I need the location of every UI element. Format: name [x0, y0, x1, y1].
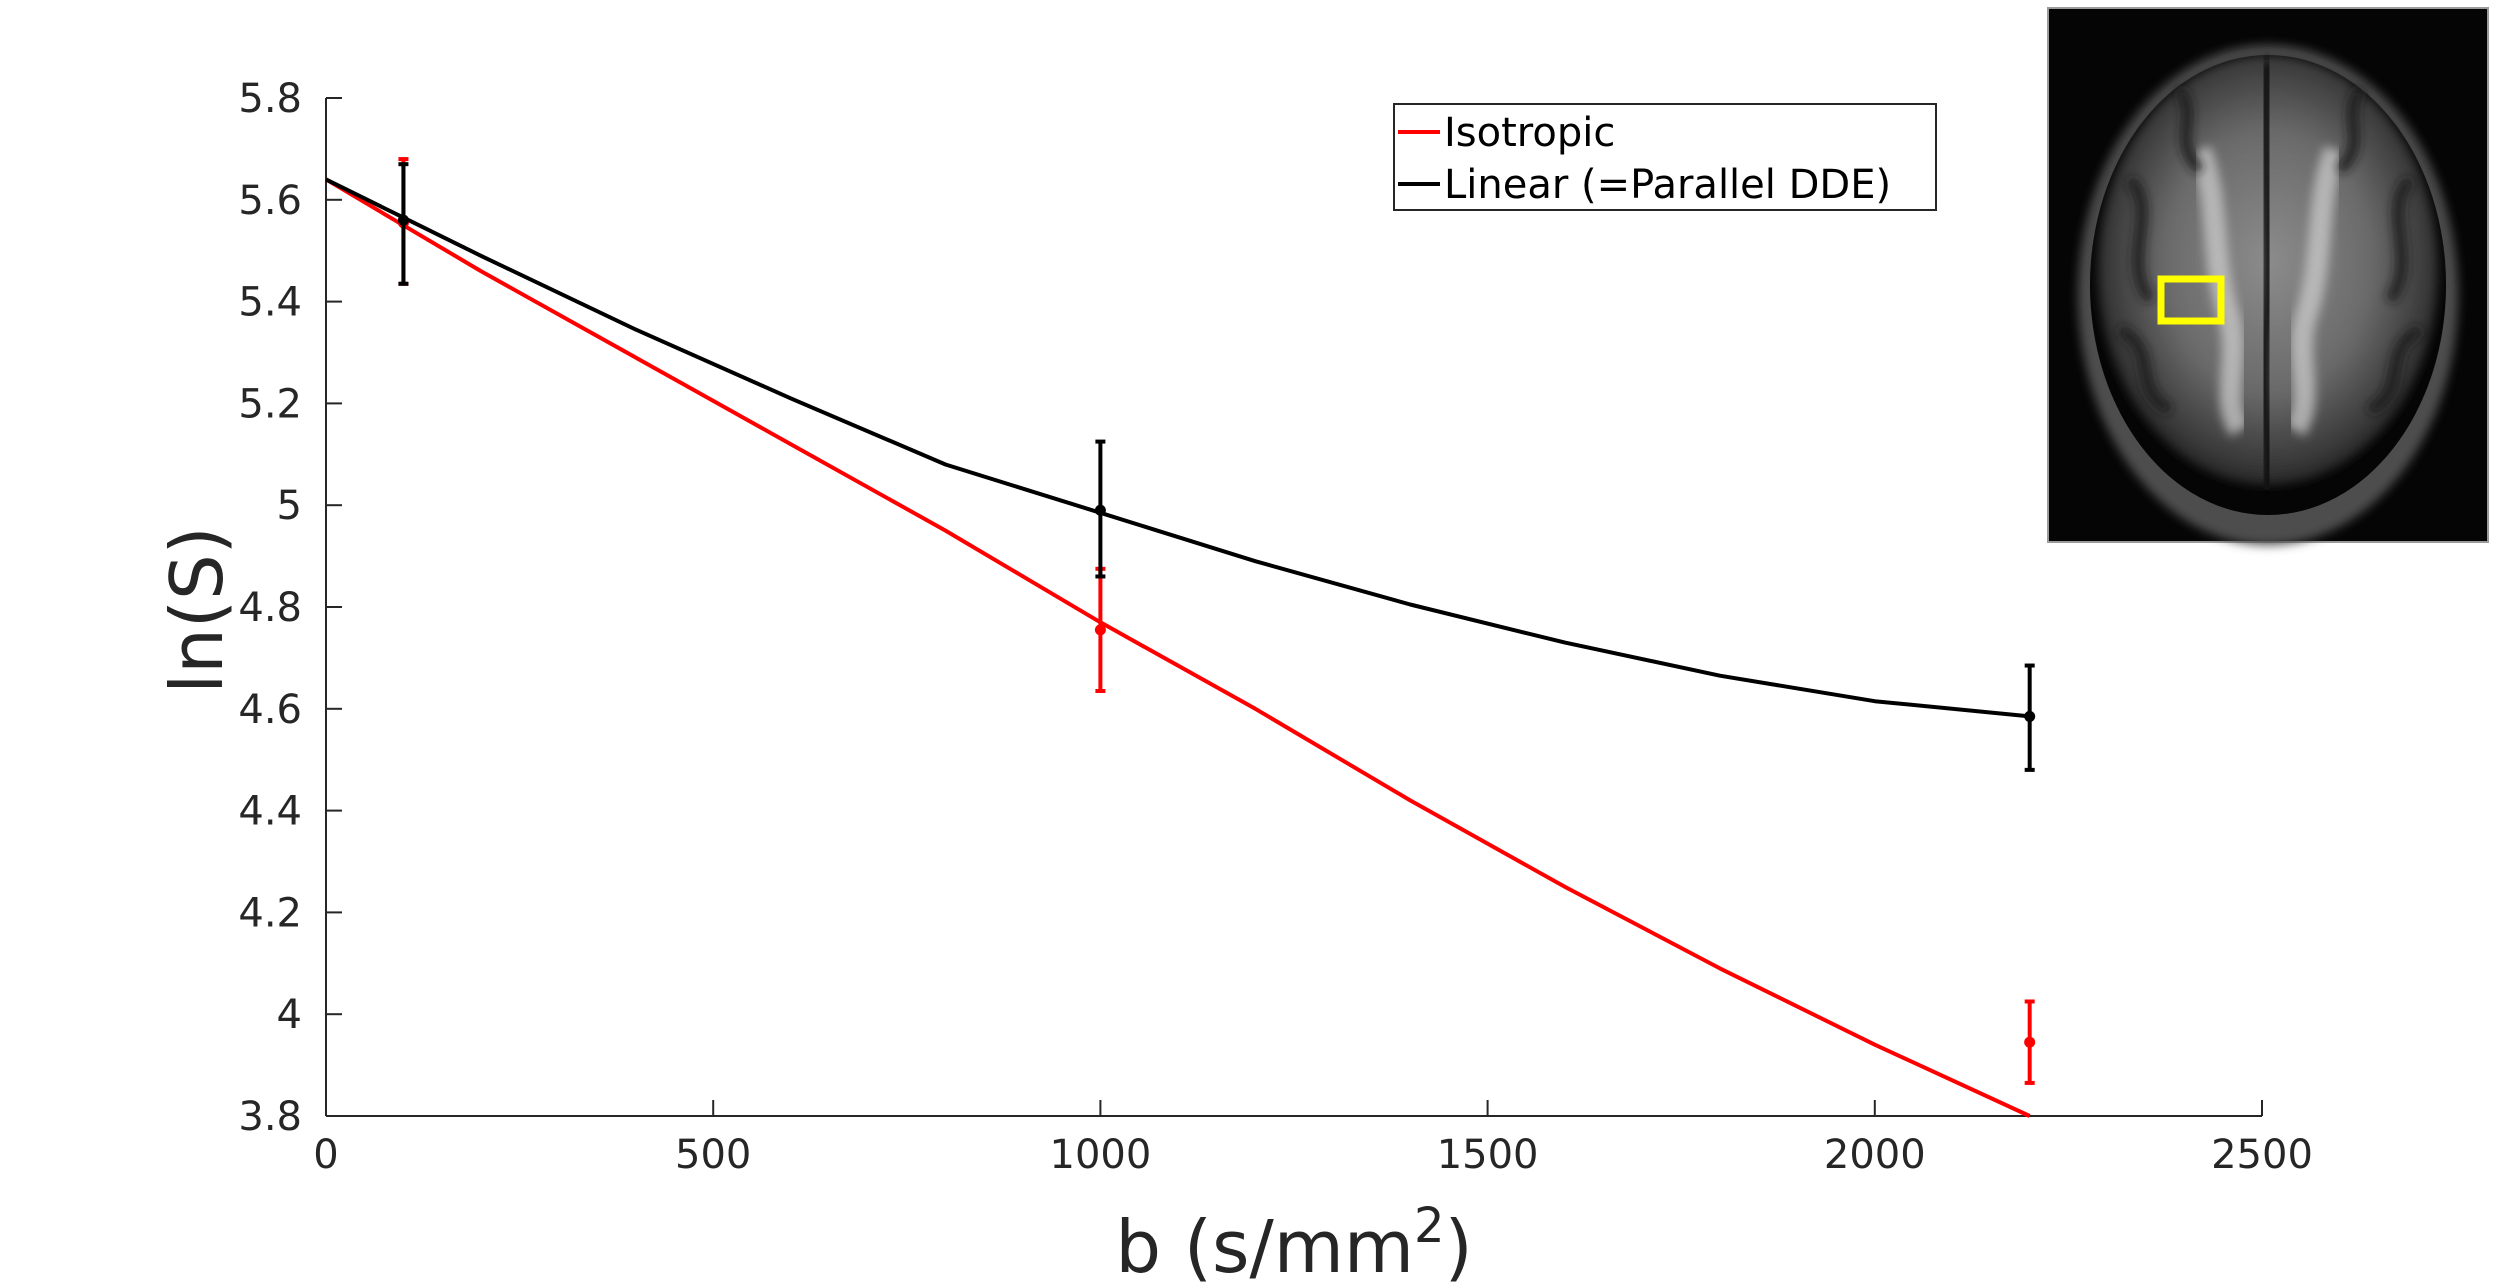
x-axis-title-main: b (s/mm — [1115, 1205, 1414, 1287]
y-tick-label: 3.8 — [238, 1094, 302, 1140]
legend-label-isotropic: Isotropic — [1444, 110, 1615, 156]
y-tick-label: 4 — [277, 992, 302, 1038]
brain-mri-icon — [2078, 45, 2458, 545]
legend-box — [1393, 103, 1937, 211]
y-tick-label: 4.8 — [238, 585, 302, 631]
data-point — [2024, 1036, 2036, 1048]
brain-mri-inset-image — [2047, 7, 2489, 545]
legend-label-linear: Linear (=Parallel DDE) — [1444, 162, 1891, 208]
x-tick-label: 2500 — [2211, 1132, 2313, 1178]
x-tick-label: 2000 — [1824, 1132, 1926, 1178]
y-ticks: 3.8 4 4.2 4.4 4.6 4.8 5 5.2 5.4 5.6 5.8 — [238, 76, 342, 1140]
y-tick-label: 4.4 — [238, 789, 302, 835]
data-point — [2024, 710, 2036, 722]
y-tick-label: 4.6 — [238, 687, 302, 733]
x-tick-label: 1000 — [1050, 1132, 1152, 1178]
y-tick-label: 5.2 — [238, 381, 302, 427]
data-point — [1094, 624, 1106, 636]
series-fit-line — [325, 177, 2030, 719]
x-tick-label: 500 — [675, 1132, 751, 1178]
roi-rectangle — [2157, 275, 2225, 325]
x-tick-label: 0 — [313, 1132, 338, 1178]
x-axis-title: b (s/mm2) — [1115, 1198, 1472, 1287]
y-tick-label: 5 — [277, 483, 302, 529]
series-linear — [325, 162, 2036, 772]
y-axis-title: ln(S) — [155, 526, 239, 694]
series-layer — [324, 157, 2036, 1118]
y-tick-label: 4.2 — [238, 890, 302, 936]
y-tick-label: 5.4 — [238, 280, 302, 326]
x-axis-title-suffix: ) — [1445, 1205, 1473, 1287]
plot-axes — [325, 98, 2262, 1117]
y-tick-label: 5.6 — [238, 178, 302, 224]
legend: Isotropic Linear (=Parallel DDE) — [1393, 103, 1937, 211]
data-point — [397, 214, 409, 226]
y-tick-label: 5.8 — [238, 76, 302, 122]
x-ticks: 0 500 1000 1500 2000 2500 — [313, 1100, 2313, 1178]
data-point — [1094, 504, 1106, 516]
x-tick-label: 1500 — [1437, 1132, 1539, 1178]
series-fit-line — [324, 177, 2031, 1118]
x-axis-title-superscript: 2 — [1414, 1198, 1445, 1254]
